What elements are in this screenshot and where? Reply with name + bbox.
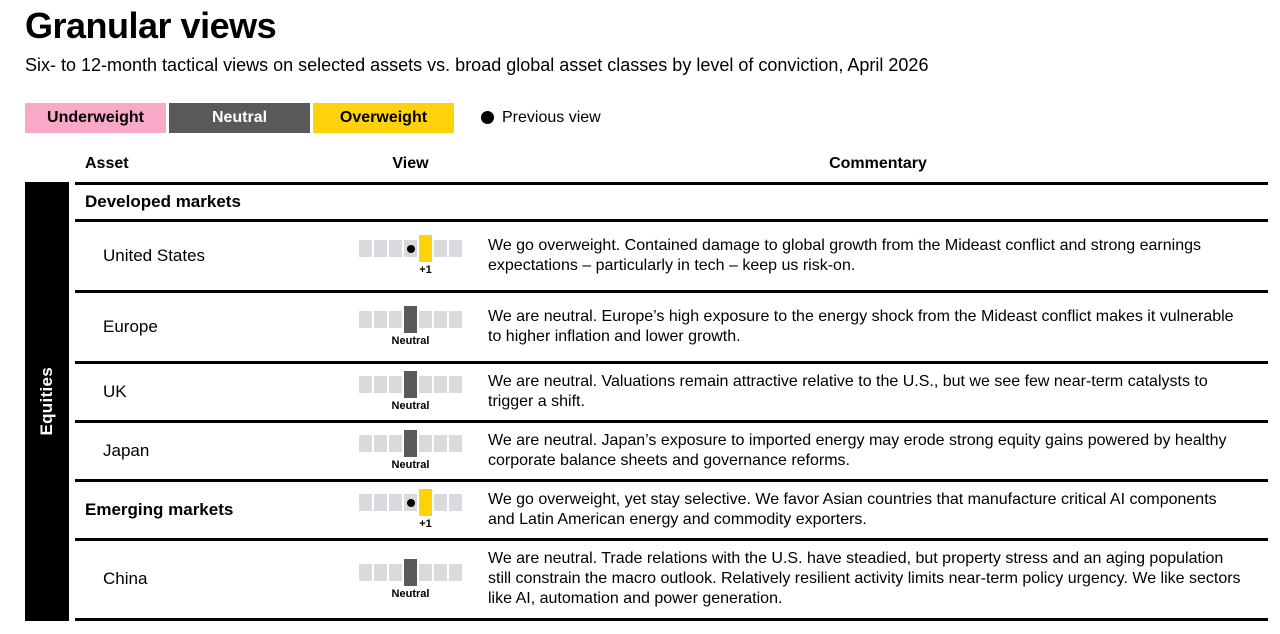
view-cell-active (419, 235, 432, 263)
asset-label: UK (103, 381, 127, 401)
view-cell (374, 376, 387, 394)
view-cell-active (404, 430, 417, 458)
table-row-japan: Japan Neutral We are neutral. Japan’s ex… (75, 419, 1268, 479)
view-cell (374, 240, 387, 258)
view-label: Neutral (391, 335, 430, 348)
section-label: Developed markets (85, 191, 241, 211)
previous-view-dot-icon (406, 498, 415, 507)
group-label-equities: Equities (25, 181, 69, 621)
view-cell (389, 494, 402, 512)
header-commentary: Commentary (829, 154, 927, 172)
view-indicator: +1 (359, 489, 462, 530)
header-asset: Asset (85, 154, 129, 172)
view-cell-active (404, 558, 417, 586)
view-cell-active (404, 306, 417, 334)
commentary-text: We go overweight, yet stay selective. We… (488, 490, 1217, 528)
view-cell (359, 435, 372, 453)
view-cell (434, 240, 447, 258)
previous-view-dot-icon (406, 244, 415, 253)
commentary-text: We are neutral. Europe’s high exposure t… (488, 307, 1234, 345)
asset-label: Emerging markets (85, 499, 234, 519)
legend-overweight-badge: Overweight (313, 102, 454, 133)
table-row-europe: Europe Neutral We are neutral. Europe’s … (75, 289, 1268, 361)
view-cell (359, 376, 372, 394)
asset-label: Japan (103, 440, 150, 460)
table-row-uk: UK Neutral We are neutral. Valuations re… (75, 360, 1268, 420)
view-cell (434, 563, 447, 581)
asset-label: China (103, 569, 148, 589)
previous-view-dot-icon (481, 111, 494, 125)
header-view: View (392, 154, 429, 172)
table-header: Asset View Commentary (75, 155, 1268, 182)
view-cell (434, 494, 447, 512)
view-label: Neutral (391, 400, 430, 413)
view-cell (359, 240, 372, 258)
view-cell (449, 311, 462, 329)
view-cell (404, 494, 417, 512)
view-label: +1 (419, 518, 432, 531)
view-cell (404, 240, 417, 258)
view-cell (359, 494, 372, 512)
view-indicator: Neutral (359, 306, 462, 347)
commentary-text: We are neutral. Japan’s exposure to impo… (488, 431, 1227, 469)
view-cell (419, 311, 432, 329)
view-cell (434, 376, 447, 394)
view-cell (419, 563, 432, 581)
view-cell (434, 435, 447, 453)
legend-previous-label: Previous view (502, 108, 601, 126)
view-cell (434, 311, 447, 329)
asset-label: Europe (103, 316, 158, 336)
table-body: Equities Developed markets United States… (25, 181, 1268, 621)
asset-label: United States (103, 245, 206, 265)
view-cell (419, 376, 432, 394)
page-subtitle: Six- to 12-month tactical views on selec… (25, 54, 929, 75)
view-cell (419, 435, 432, 453)
view-cell (359, 563, 372, 581)
table-row-developed-markets: Developed markets (75, 181, 1268, 219)
legend-underweight-badge: Underweight (25, 102, 166, 133)
view-cell-active (404, 371, 417, 399)
legend: Underweight Neutral Overweight Previous … (10, 102, 1268, 133)
view-cell (449, 376, 462, 394)
view-cell (389, 311, 402, 329)
view-cell (374, 311, 387, 329)
table-row-china: China Neutral We are neutral. Trade rela… (75, 537, 1268, 618)
view-cell (389, 563, 402, 581)
view-indicator: +1 (359, 235, 462, 276)
commentary-text: We are neutral. Trade relations with the… (488, 550, 1241, 608)
view-cell (449, 563, 462, 581)
view-cell-active (419, 489, 432, 517)
legend-neutral-badge: Neutral (169, 102, 310, 133)
view-cell (449, 494, 462, 512)
view-indicator: Neutral (359, 558, 462, 600)
view-cell (374, 435, 387, 453)
view-cell (374, 494, 387, 512)
table-rows: Developed markets United States +1 We go… (75, 181, 1268, 621)
view-indicator: Neutral (359, 430, 462, 471)
table-row-emerging-markets: Emerging markets +1 We go overweight, ye… (75, 478, 1268, 538)
page-title: Granular views (25, 5, 277, 46)
view-cell (359, 311, 372, 329)
view-cell (374, 563, 387, 581)
view-indicator: Neutral (359, 371, 462, 412)
view-cell (389, 240, 402, 258)
view-cell (389, 376, 402, 394)
view-cell (449, 435, 462, 453)
view-cell (449, 240, 462, 258)
commentary-text: We go overweight. Contained damage to gl… (488, 236, 1201, 274)
view-cell (389, 435, 402, 453)
table-row-united-states: United States +1 We go overweight. Conta… (75, 218, 1268, 290)
view-label: Neutral (391, 459, 430, 472)
view-label: Neutral (391, 587, 430, 600)
granular-views-figure: Granular views Six- to 12-month tactical… (10, 5, 1268, 621)
view-label: +1 (419, 264, 432, 277)
legend-previous-view: Previous view (481, 109, 601, 127)
commentary-text: We are neutral. Valuations remain attrac… (488, 372, 1208, 410)
